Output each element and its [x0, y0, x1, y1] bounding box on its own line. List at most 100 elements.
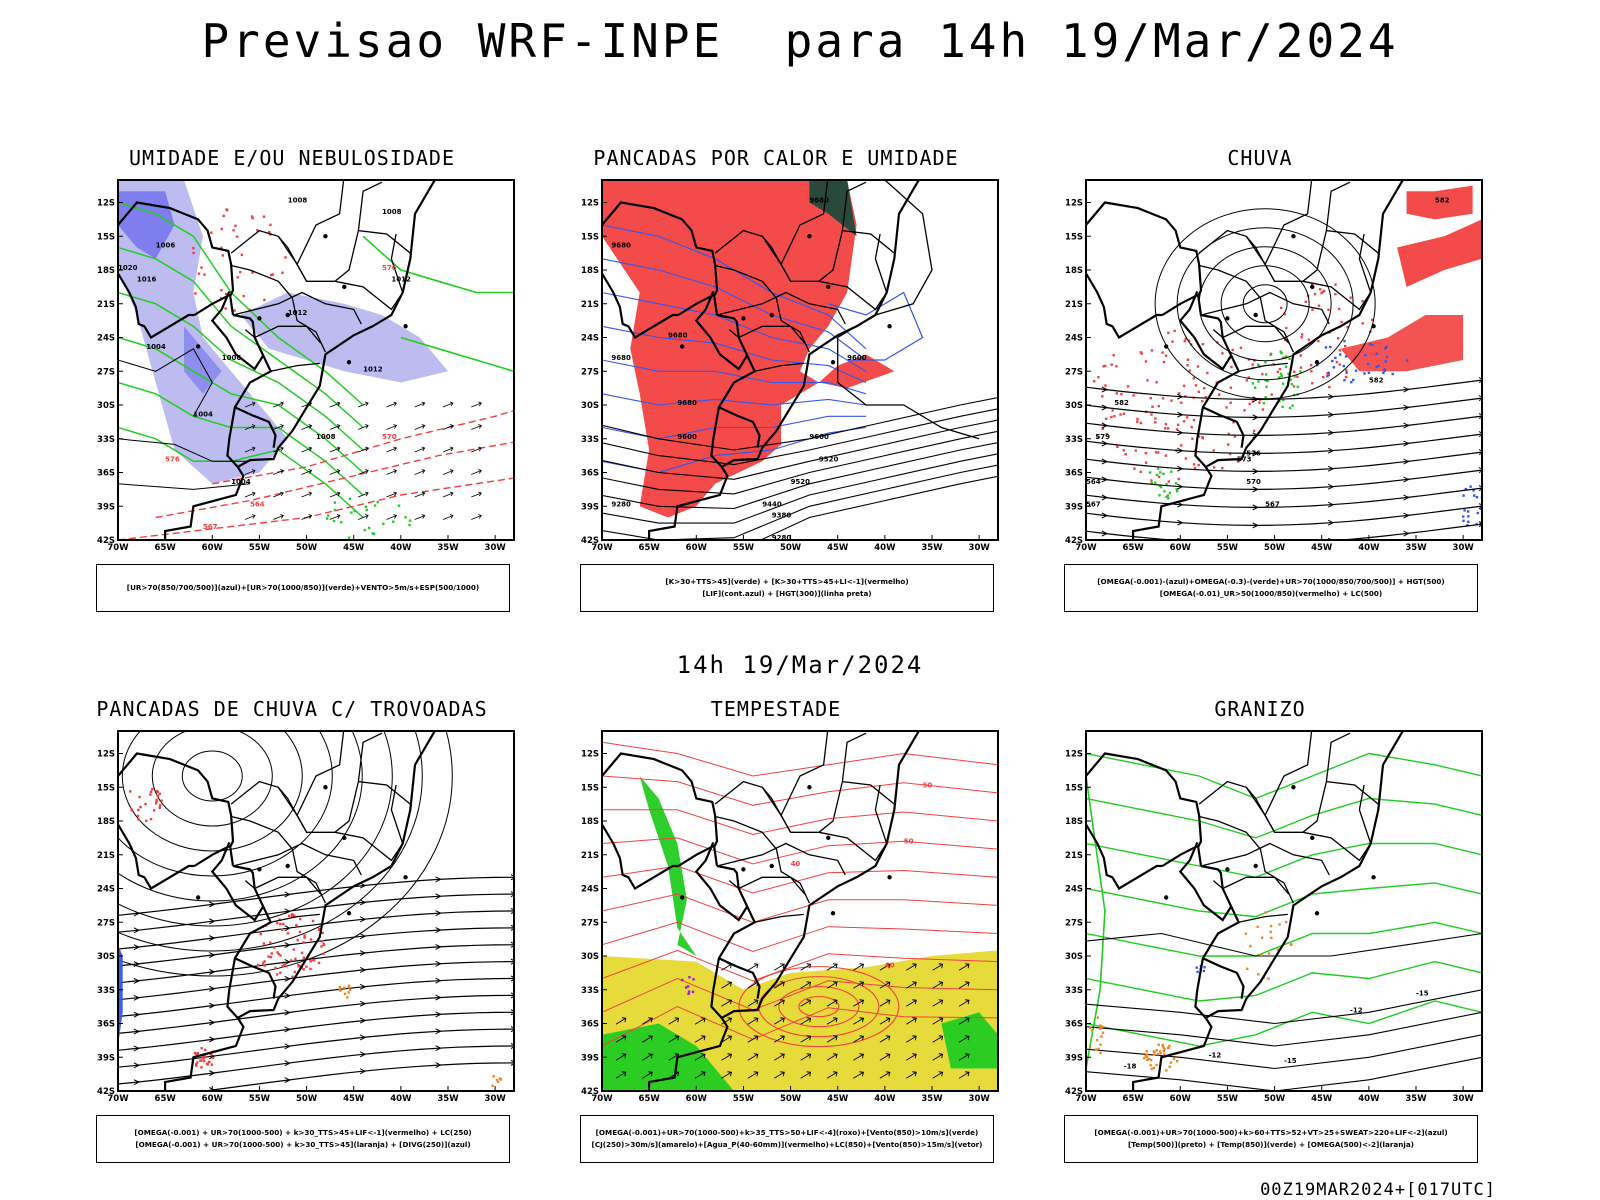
panel-legend: [K>30+TTS>45](verde) + [K>30+TTS>45+LI<-… [580, 564, 994, 612]
rain-dot-green [1281, 405, 1284, 409]
lat-tick-label: 12S [97, 750, 115, 760]
green-humidity-dot [376, 500, 380, 504]
wind-vector [879, 999, 891, 1007]
state-border [296, 731, 345, 816]
storm-dot [152, 809, 156, 812]
contour-label: 9380 [772, 512, 792, 520]
rain-dot-green [1284, 365, 1288, 369]
green-humidity-contour [118, 291, 364, 451]
rain-dot-green [1279, 372, 1283, 375]
storm-dot [196, 1051, 199, 1055]
storm-dot [261, 961, 265, 965]
wind-vector [244, 401, 256, 408]
orange-storm-dot [347, 991, 350, 994]
contour-label: 576 [382, 264, 397, 272]
wind-vector [747, 999, 759, 1007]
wind-850-area [941, 1012, 998, 1069]
lat-tick-label: 39S [581, 502, 599, 512]
red-humidity-dot [220, 289, 223, 292]
wind-vector [800, 1017, 812, 1025]
small-feature-marker [1371, 875, 1376, 880]
rain-dot [1164, 427, 1167, 430]
streamline-arrow [359, 1051, 367, 1058]
legend-line: [Temp(500)](preto) + [Temp(850)](verde) … [1128, 1140, 1414, 1149]
state-border [277, 786, 308, 833]
wind-vector [721, 1035, 733, 1043]
lat-tick-label: 27S [581, 367, 599, 377]
small-feature-marker [830, 911, 836, 916]
hail-omega-dot [1156, 1052, 1160, 1056]
red-humidity-dot [251, 271, 254, 274]
rain-dot-green [1280, 351, 1283, 355]
hail-omega-dot [1152, 1050, 1156, 1053]
red-humidity-dot [268, 230, 271, 234]
streamline-arrow [1327, 483, 1335, 490]
rain-dot [1206, 371, 1209, 375]
streamline-arrow [209, 901, 216, 908]
lc250-streamline [118, 893, 514, 933]
wind-vector [853, 1035, 865, 1043]
precipitable-water-contour [602, 1006, 998, 1047]
rain-dot [1196, 365, 1200, 368]
country-border [1202, 957, 1245, 999]
lat-tick-label: 33S [1065, 986, 1083, 996]
lc250-streamline [118, 1045, 514, 1085]
wind-vector [721, 999, 733, 1007]
red-humidity-dot [220, 246, 223, 249]
map-base [1086, 180, 1405, 540]
rain-dot-blue [1326, 374, 1329, 378]
wind-vector [958, 1053, 970, 1061]
wind-vector [774, 999, 785, 1007]
state-border [254, 325, 322, 344]
wind-vector [906, 1053, 917, 1061]
lat-tick-label: 36S [97, 469, 115, 479]
red-humidity-dot [233, 309, 236, 312]
lat-tick-label: 39S [97, 502, 115, 512]
wind-vector [721, 1071, 733, 1079]
wind-vector [826, 1071, 838, 1079]
wind-vector [301, 514, 313, 520]
lon-tick-label: 50W [296, 543, 318, 550]
lon-tick-label: 65W [639, 543, 661, 550]
circulation-contour [1154, 208, 1376, 400]
country-border [234, 957, 277, 999]
contour-label: 40 [791, 860, 801, 868]
rain-dot-blue [1334, 356, 1337, 360]
rain-dot [1370, 352, 1373, 356]
wind-vector [386, 446, 398, 453]
contour-label: 9680 [668, 332, 688, 340]
rain-dot [1184, 337, 1187, 340]
storm-dot [130, 808, 133, 812]
wind-vector [615, 1017, 627, 1025]
rain-dot [1261, 372, 1264, 376]
hail-omega-dot [1162, 1049, 1166, 1053]
rain-dot [1105, 432, 1109, 436]
small-feature-marker [1314, 360, 1320, 365]
storm-dot [137, 808, 140, 812]
red-humidity-dot [221, 254, 225, 257]
lifted-index-contour [602, 393, 867, 406]
rain-dot-green [1281, 356, 1285, 360]
storm-dot [300, 951, 304, 954]
small-feature-marker [403, 875, 408, 880]
hgt300-contour [602, 464, 998, 540]
country-border [210, 841, 265, 922]
panel-legend: [OMEGA(-0.001)-(azul)+OMEGA(-0.3)-(verde… [1064, 564, 1478, 612]
coastline [648, 180, 921, 540]
rain-dot [1278, 368, 1282, 371]
hail-omega-dot [1096, 1016, 1100, 1019]
rain-dot [1293, 370, 1296, 373]
streamline-arrow [1177, 393, 1184, 400]
streamline-arrow [209, 1002, 216, 1009]
contour-label: 9520 [819, 455, 839, 463]
lon-tick-label: 40W [390, 1094, 412, 1101]
rain-dot [1318, 288, 1322, 291]
rain-dot [1193, 466, 1197, 470]
rain-dot-green [1155, 473, 1159, 477]
streamline-arrow [133, 1028, 140, 1035]
lat-tick-label: 18S [581, 817, 599, 827]
storm-dot [273, 946, 276, 949]
streamline-arrow [1252, 396, 1259, 403]
lat-tick-label: 33S [581, 435, 599, 445]
rain-dot [1120, 392, 1123, 396]
